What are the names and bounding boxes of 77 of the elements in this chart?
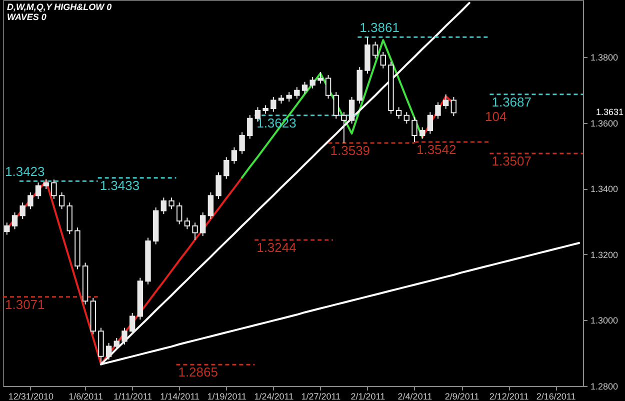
x-tick-label: 1/24/2011: [254, 392, 294, 401]
candlestick: [286, 92, 292, 102]
candlestick: [106, 342, 112, 360]
annotation: 104: [485, 109, 507, 124]
candlestick: [412, 116, 418, 143]
text: 1.3631: [596, 107, 624, 117]
candlestick: [160, 197, 167, 215]
candlestick: [192, 222, 198, 241]
y-tick-label: 1.3000: [590, 316, 618, 326]
candlestick: [224, 156, 230, 180]
x-tick-label: 12/31/2010: [8, 392, 54, 401]
x-tick-label: 2/4/2011: [398, 392, 432, 401]
candlestick: [20, 202, 26, 220]
candlestick: [380, 51, 386, 69]
candlestick: [184, 217, 190, 230]
candlestick: [43, 178, 49, 190]
candlestick: [341, 112, 347, 144]
y-tick-label: 1.3400: [590, 184, 618, 194]
x-tick-label: 1/6/2011: [68, 392, 103, 401]
y-tick-label: 1.3200: [590, 250, 618, 260]
candlestick: [208, 192, 214, 220]
candlestick: [122, 327, 128, 346]
ref-line-label: 1.3542: [416, 142, 456, 158]
x-tick-label: 2/9/2011: [444, 392, 480, 401]
candlestick: [310, 76, 316, 89]
candlestick: [348, 96, 355, 124]
x-tick-label: 1/19/2011: [207, 392, 247, 401]
ref-line-label: 1.2865: [178, 364, 218, 380]
ref-line-label: 1.3861: [360, 20, 400, 36]
x-tick-label: 1/27/2011: [301, 392, 341, 401]
ref-line-label: 1.3687: [492, 94, 532, 110]
candlestick: [58, 192, 65, 210]
candlestick: [302, 81, 308, 94]
candlestick: [270, 96, 276, 112]
candlestick: [396, 106, 402, 120]
candlestick: [239, 132, 245, 154]
ref-line-label: 1.3071: [5, 296, 45, 312]
y-tick-label: 1.3600: [590, 118, 618, 128]
candlestick: [247, 114, 253, 140]
candlestick: [450, 96, 457, 117]
candlestick: [4, 222, 10, 236]
candlestick: [176, 202, 182, 225]
candlestick: [427, 112, 434, 134]
candlestick: [12, 212, 18, 230]
candlestick: [442, 94, 449, 110]
candlestick: [435, 102, 441, 120]
line-series: [6, 176, 244, 366]
candlestick: [216, 172, 222, 200]
ref-line-label: 1.3433: [100, 178, 140, 193]
candlestick: [51, 179, 57, 200]
candlestick: [294, 86, 300, 100]
ref-line-label: 1.3244: [256, 240, 296, 256]
x-tick-label: 1/14/2011: [160, 392, 200, 401]
candlestick: [372, 41, 378, 60]
chart-title: D,W,M,Q,Y HIGH&LOW 0: [7, 2, 112, 12]
candlestick: [28, 192, 34, 210]
candlestick: [200, 212, 206, 237]
candlestick: [333, 92, 339, 120]
candlestick: [325, 74, 332, 100]
candlestick: [168, 197, 174, 210]
y-tick-label: 1.3800: [590, 52, 618, 63]
candlestick: [114, 337, 120, 350]
x-tick-label: 2/1/2011: [350, 392, 386, 401]
x-tick-label: 2/12/2011: [489, 392, 529, 401]
candlestick: [318, 72, 324, 84]
ref-line-label: 1.3507: [492, 154, 532, 169]
x-tick-label: 2/16/2011: [536, 392, 576, 401]
x-tick-label: 1/11/2011: [113, 392, 152, 401]
ref-line-label: 1.3539: [330, 143, 370, 158]
candlestick: [35, 182, 42, 200]
candlestick: [419, 126, 426, 140]
candlestick: [404, 112, 410, 124]
candlestick: [231, 146, 238, 164]
ref-line-label: 1.3423: [5, 164, 45, 180]
text: WAVES 0: [7, 12, 46, 22]
candlestick: [129, 312, 136, 335]
y-tick-label: 1.2800: [590, 382, 618, 392]
